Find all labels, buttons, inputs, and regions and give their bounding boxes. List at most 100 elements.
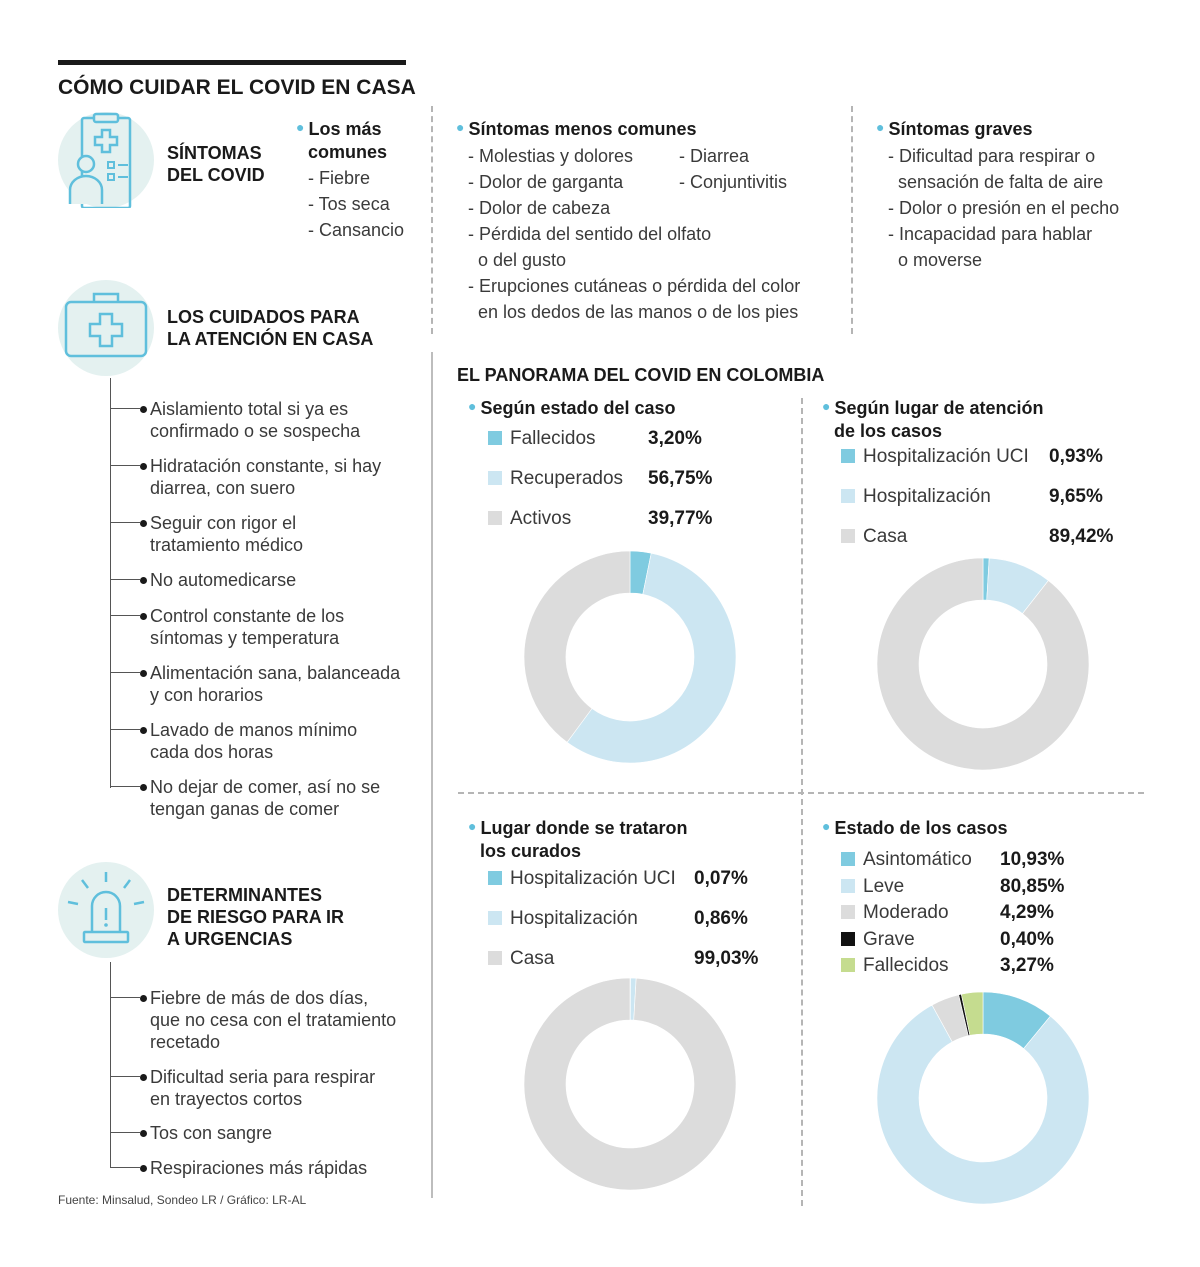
list-item: - Erupciones cutáneas o pérdida del colo…	[468, 276, 801, 322]
list-item: - Fiebre	[308, 168, 371, 188]
divider	[431, 106, 433, 334]
list-item: - Conjuntivitis	[679, 172, 788, 192]
page-title: CÓMO CUIDAR EL COVID EN CASA	[58, 76, 416, 99]
legend-swatch	[841, 489, 855, 503]
risk-tree-line	[110, 962, 111, 1167]
legend-swatch	[841, 852, 855, 866]
risk-heading: DETERMINANTES DE RIESGO PARA IR A URGENCIA…	[167, 885, 345, 949]
legend-item: Grave 0,40%	[841, 929, 1080, 953]
less-common-col1: - Molestias y dolores - Dolor de gargant…	[468, 145, 633, 223]
legend-label: Casa	[510, 948, 555, 969]
legend-label: Hospitalización UCI	[510, 868, 676, 889]
data-label: 0,93%	[1049, 446, 1103, 467]
list-item: - Diarrea	[679, 146, 750, 166]
legend-label: Hospitalización UCI	[863, 446, 1029, 467]
legend-item: Hospitalización UCI 0,93%	[841, 446, 1129, 470]
panorama-title: EL PANORAMA DEL COVID EN COLOMBIA	[457, 365, 825, 385]
list-item: Respiraciones más rápidas	[140, 1157, 450, 1179]
title-rule	[58, 60, 406, 65]
legend-item: Casa 89,42%	[841, 526, 1129, 550]
donut-slice-recuperados	[566, 552, 737, 764]
list-item: - Dolor o presión en el pecho	[888, 198, 1120, 218]
tree-branch	[110, 579, 140, 580]
legend-swatch	[488, 431, 502, 445]
tree-branch	[110, 1167, 140, 1168]
legend-item: Casa 99,03%	[488, 948, 774, 972]
legend-label: Leve	[863, 875, 905, 897]
tree-branch	[110, 408, 140, 409]
less-common-symptoms: ● Síntomas menos comunes	[456, 119, 697, 139]
bullet-dot-icon: ●	[876, 119, 885, 135]
data-label: 10,93%	[1000, 849, 1065, 870]
data-label: 99,03%	[694, 948, 759, 969]
legend-label: Hospitalización	[510, 908, 638, 929]
donut-chart	[876, 991, 1090, 1205]
less-common-long: - Pérdida del sentido del olfato o del gu…	[468, 223, 800, 327]
list-item: - Pérdida del sentido del olfato o del gu…	[468, 224, 712, 270]
data-label: 39,77%	[648, 508, 713, 529]
chart-title: ● Según lugar de atención de los casos	[822, 398, 1044, 441]
list-item: - Cansancio	[308, 220, 405, 240]
list-item: - Dificultad para respirar o sensación de…	[888, 146, 1104, 192]
data-label: 3,27%	[1000, 955, 1054, 976]
data-label: 4,29%	[1000, 902, 1054, 923]
donut-chart	[523, 977, 737, 1191]
donut-chart	[876, 557, 1090, 771]
data-label: 89,42%	[1049, 526, 1114, 547]
legend-swatch	[488, 951, 502, 965]
legend-item: Fallecidos 3,20%	[488, 428, 728, 452]
data-label: 80,85%	[1000, 875, 1065, 897]
data-label: 3,20%	[648, 428, 702, 449]
list-item: - Dolor de garganta	[468, 172, 624, 192]
donut-slice-leve	[876, 1004, 1090, 1205]
list-item: No dejar de comer, así no se tengan ganas…	[140, 776, 450, 820]
legend-swatch	[488, 871, 502, 885]
legend-item: Moderado 4,29%	[841, 902, 1080, 926]
legend-swatch	[841, 905, 855, 919]
legend-swatch	[488, 511, 502, 525]
legend-swatch	[841, 529, 855, 543]
tree-branch	[110, 465, 140, 466]
divider	[431, 352, 433, 1198]
source-footer: Fuente: Minsalud, Sondeo LR / Gráfico: L…	[58, 1193, 307, 1207]
data-label: 0,40%	[1000, 928, 1054, 950]
donut-slice-fallecidos	[960, 991, 984, 1036]
divider	[458, 792, 1144, 794]
list-item: Seguir con rigor el tratamiento médico	[140, 512, 450, 556]
bullet-dot-icon: ●	[822, 818, 831, 834]
bullet-dot-icon: ●	[468, 398, 477, 414]
legend-label: Fallecidos	[863, 955, 949, 976]
list-item: Dificultad seria para respirar en trayect…	[140, 1066, 450, 1110]
data-label: 0,86%	[694, 908, 748, 929]
care-heading: LOS CUIDADOS PARA LA ATENCIÓN EN CASA	[167, 307, 374, 349]
legend-swatch	[841, 449, 855, 463]
list-item: - Tos seca	[308, 194, 390, 214]
bullet-dot-icon: ●	[456, 119, 465, 135]
serious-list: - Dificultad para respirar o sensación de…	[888, 145, 1119, 275]
serious-symptoms: ● Síntomas graves	[876, 119, 1033, 139]
donut-slice-casa	[876, 557, 1090, 771]
list-item: Tos con sangre	[140, 1122, 450, 1144]
legend-item: Hospitalización 0,86%	[488, 908, 774, 932]
legend-label: Grave	[863, 928, 915, 950]
legend-swatch	[488, 911, 502, 925]
divider	[801, 398, 803, 1206]
legend-swatch	[841, 878, 855, 893]
tree-branch	[110, 786, 140, 787]
divider	[851, 106, 853, 334]
chart-title: ● Lugar donde se trataron los curados	[468, 818, 688, 861]
list-item: - Dolor de cabeza	[468, 198, 611, 218]
common-symptoms: ● Los más comunes - Fiebre - Tos seca - C…	[296, 119, 405, 240]
tree-branch	[110, 672, 140, 673]
bullet-dot-icon: ●	[468, 818, 477, 834]
first-aid-kit-icon	[58, 280, 154, 376]
legend-item: Fallecidos 3,27%	[841, 955, 1080, 979]
tree-branch	[110, 1076, 140, 1077]
tree-branch	[110, 1132, 140, 1133]
legend-label: Asintomático	[863, 849, 972, 870]
list-item: No automedicarse	[140, 569, 450, 591]
list-item: Control constante de los síntomas y tempe…	[140, 605, 450, 649]
bullet-dot-icon: ●	[822, 398, 831, 414]
legend-label: Activos	[510, 508, 572, 529]
data-label: 9,65%	[1049, 486, 1103, 507]
